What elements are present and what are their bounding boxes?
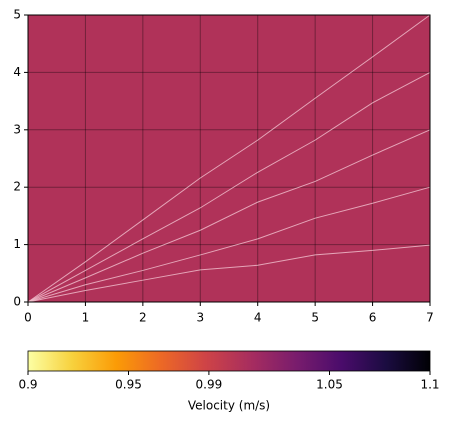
- colorbar: [27, 350, 431, 372]
- x-tick-label: 0: [24, 311, 32, 325]
- colorbar-tick-label: 0.99: [196, 378, 223, 392]
- x-tick-label: 3: [196, 311, 204, 325]
- colorbar-label: Velocity (m/s): [188, 399, 270, 413]
- contour-line: [27, 71, 431, 303]
- colorbar-tick-label: 0.9: [18, 378, 37, 392]
- x-tick-label: 6: [369, 311, 377, 325]
- contour-line: [27, 129, 431, 303]
- contour-line: [27, 14, 431, 303]
- x-tick-label: 4: [254, 311, 262, 325]
- y-tick-label: 4: [13, 65, 21, 79]
- colorbar-tick-label: 0.95: [115, 378, 142, 392]
- y-tick-label: 5: [13, 8, 21, 22]
- x-tick-label: 7: [426, 311, 434, 325]
- colorbar-tick-label: 1.05: [316, 378, 343, 392]
- y-tick-label: 0: [13, 295, 21, 309]
- colorbar-tick-label: 1.1: [420, 378, 439, 392]
- axes-frame: [27, 14, 431, 303]
- contour-line: [27, 186, 431, 303]
- contour-line: [27, 244, 431, 303]
- y-tick-label: 2: [13, 180, 21, 194]
- x-tick-label: 1: [82, 311, 90, 325]
- y-tick-label: 1: [13, 237, 21, 251]
- x-tick-label: 2: [139, 311, 147, 325]
- y-tick-label: 3: [13, 122, 21, 136]
- x-tick-label: 5: [311, 311, 319, 325]
